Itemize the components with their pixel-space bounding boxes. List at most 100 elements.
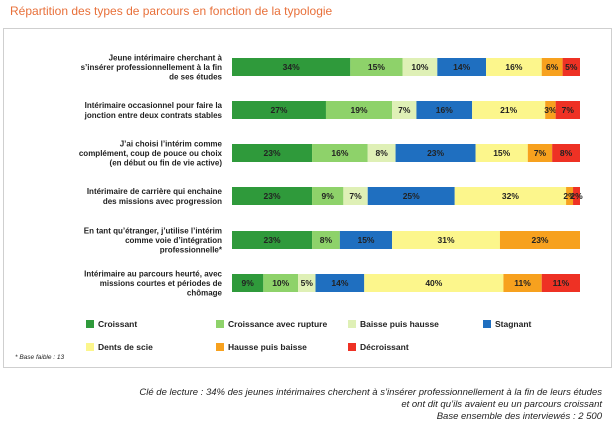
category-label-line: chômage [187,289,223,298]
category-label-line: jonction entre deux contrats stables [84,111,223,120]
bar-segment [545,101,556,119]
bar-segment [339,231,393,249]
category-label-line: J’ai choisi l’intérim comme [120,139,223,148]
bar-segment [555,101,580,119]
reading-key-line-2: et ont dit qu’ils avaient eu un parcours… [401,399,602,410]
bar-segment [312,187,344,205]
bar-segment [527,144,553,162]
bar-segment [364,274,504,292]
data-label: 32% [502,191,519,201]
data-label: 23% [264,235,281,245]
data-label: 7% [349,191,362,201]
legend-label: Dents de scie [98,342,153,352]
data-label: 19% [351,105,368,115]
data-label: 9% [242,278,255,288]
bar-segment [312,231,340,249]
footnote: * Base faible : 13 [15,354,65,361]
data-label: 8% [320,235,333,245]
category-label-line: de ses études [169,73,222,82]
data-label: 8% [375,148,388,158]
data-label: 27% [270,105,287,115]
data-label: 5% [301,278,314,288]
data-label: 3% [544,105,557,115]
bar-segment [503,274,542,292]
data-label: 2% [563,191,576,201]
bar-segment [566,187,574,205]
bar-segment [263,274,299,292]
data-label: 11% [553,278,570,288]
category-label-line: professionnelle* [160,246,223,255]
category-label: J’ai choisi l’intérim comme complément, c… [79,139,223,167]
category-label-line: Intérimaire au parcours heurté, avec [84,269,222,278]
bar-segment [232,101,326,119]
data-label: 34% [283,62,300,72]
legend-swatch [86,343,94,351]
data-label: 2% [570,191,583,201]
data-label: 23% [264,191,281,201]
category-label-line: Jeune intérimaire cherchant à [109,53,223,62]
category-label-line: Intérimaire occasionnel pour faire la [85,101,223,110]
category-label-line: des missions avec progression [103,197,222,206]
category-label: Intérimaire de carrière qui enchaine des … [87,187,223,206]
data-label: 15% [357,235,374,245]
data-label: 23% [531,235,548,245]
category-label-line: comme voie d’intégration [125,236,222,245]
legend-swatch [348,320,356,328]
data-label: 15% [493,148,510,158]
bar-segment [416,101,473,119]
legend-label: Croissance avec rupture [228,319,327,329]
data-label: 16% [436,105,453,115]
category-label-line: s’insérer professionnellement à la fin [81,63,222,72]
bar-segment [475,144,528,162]
data-label: 14% [331,278,348,288]
bar-segment [298,274,316,292]
stacked-bar-chart: Jeune intérimaire cherchant à s’insérer p… [79,53,583,352]
category-label-line: En tant qu’étranger, j’utilise l’intérim [84,226,222,235]
legend-label: Stagnant [495,319,532,329]
legend-swatch [483,320,491,328]
bar-segment [472,101,546,119]
data-label: 25% [403,191,420,201]
legend-swatch [216,320,224,328]
category-label-line: complément, coup de pouce ou choix [79,149,223,158]
data-label: 16% [331,148,348,158]
data-label: 6% [546,62,559,72]
category-label-line: missions courtes et périodes de [100,279,223,288]
data-label: 31% [438,235,455,245]
bar-segment [392,231,500,249]
bar-segment [552,144,580,162]
category-label: En tant qu’étranger, j’utilise l’intérim… [84,226,223,254]
bar-segment [541,58,563,76]
legend-label: Hausse puis baisse [228,342,307,352]
data-label: 23% [264,148,281,158]
chart-title: Répartition des types de parcours en fon… [10,4,333,18]
legend-label: Croissant [98,319,137,329]
data-label: 8% [560,148,573,158]
bar-segment [486,58,542,76]
legend-swatch [86,320,94,328]
bar-segment [232,144,313,162]
chart-frame [3,28,612,368]
data-label: 40% [425,278,442,288]
bar-segment [232,58,351,76]
category-label-line: (en début ou fin de vie active) [110,159,223,168]
bar-segment [367,144,396,162]
bar-segment [454,187,567,205]
data-label: 23% [427,148,444,158]
category-label: Intérimaire occasionnel pour faire la jon… [84,101,223,120]
bar-segment [350,58,403,76]
bar-segment [315,274,365,292]
data-label: 15% [368,62,385,72]
bar-segment [325,101,393,119]
reading-key-line-1: Clé de lecture : 34% des jeunes intérima… [139,387,602,398]
bar-segment [573,187,580,205]
reading-key-line-3: Base ensemble des interviewés : 2 500 [436,411,602,422]
bar-segment [232,187,313,205]
data-label: 7% [562,105,575,115]
legend-label: Décroissant [360,342,409,352]
bar-segment [437,58,487,76]
bar-segment [367,187,455,205]
category-label: Jeune intérimaire cherchant à s’insérer p… [81,53,223,81]
legend-swatch [216,343,224,351]
legend-label: Baisse puis hausse [360,319,439,329]
